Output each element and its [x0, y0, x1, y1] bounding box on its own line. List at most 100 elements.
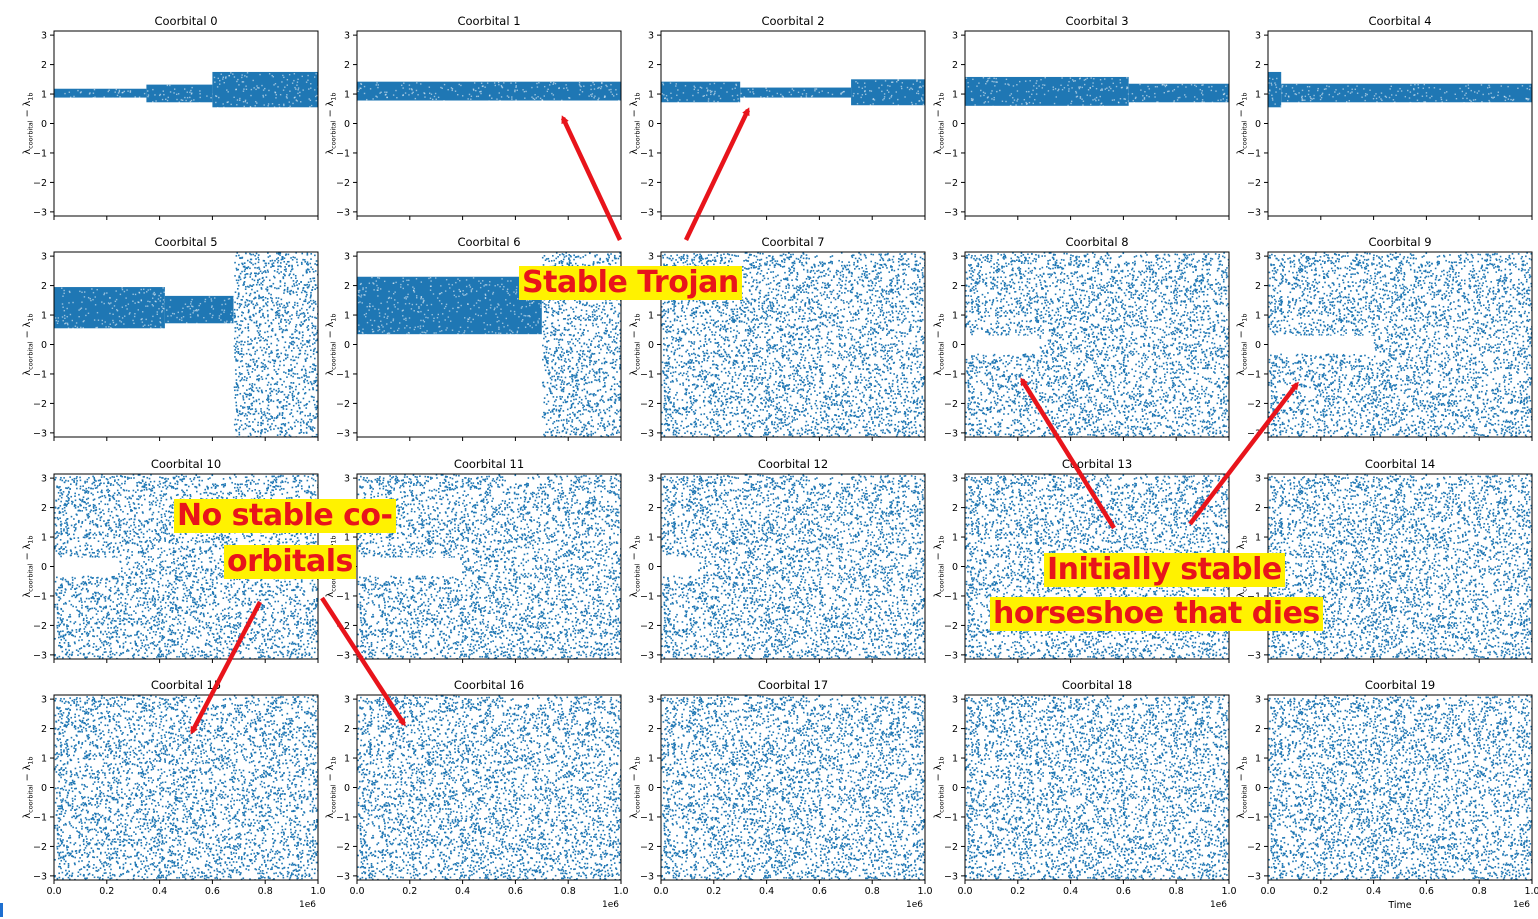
band-speckle — [308, 98, 310, 100]
band-speckle — [503, 285, 505, 288]
band-speckle — [726, 91, 728, 93]
scatter-point — [811, 280, 813, 282]
scatter-point — [619, 340, 621, 342]
band-speckle — [509, 333, 512, 335]
y-tick-label: −3 — [336, 207, 350, 218]
band-speckle — [1012, 85, 1015, 87]
scatter-point — [306, 268, 309, 270]
scatter-point — [753, 298, 755, 301]
band-speckle — [511, 96, 513, 98]
scatter-point — [579, 257, 582, 259]
band-speckle — [116, 309, 119, 312]
band-speckle — [483, 285, 485, 287]
band-speckle — [376, 82, 378, 84]
scatter-point — [285, 408, 288, 410]
scatter-point — [290, 257, 292, 259]
scatter-point — [257, 421, 260, 424]
scatter-point — [744, 328, 747, 331]
band-speckle — [134, 302, 136, 304]
band-speckle — [121, 287, 123, 289]
scatter-point — [572, 386, 575, 388]
scatter-point — [281, 336, 284, 338]
scatter-point — [615, 395, 618, 397]
band-speckle — [69, 291, 71, 294]
band-speckle — [994, 85, 996, 87]
band-speckle — [166, 309, 168, 311]
scatter-point — [311, 367, 314, 370]
band-speckle — [1156, 86, 1158, 88]
scatter-point — [566, 428, 569, 431]
scatter-point — [543, 306, 546, 308]
scatter-point — [291, 266, 293, 268]
scatter-point — [758, 267, 761, 270]
scatter-point — [281, 390, 284, 393]
band-speckle — [215, 95, 218, 98]
scatter-point — [250, 272, 253, 274]
scatter-point — [250, 403, 253, 405]
scatter-point — [615, 342, 618, 344]
scatter-point — [243, 415, 246, 417]
band-speckle — [611, 93, 614, 96]
band-speckle — [316, 94, 318, 97]
scatter-point — [550, 392, 552, 394]
band-speckle — [1043, 93, 1046, 96]
band-speckle — [522, 319, 524, 321]
scatter-point — [578, 401, 581, 403]
scatter-point — [280, 423, 283, 426]
scatter-point — [816, 301, 819, 303]
scatter-point — [285, 302, 288, 304]
scatter-point — [594, 317, 596, 320]
scatter-point — [565, 361, 567, 363]
scatter-point — [681, 420, 683, 423]
band-speckle — [1142, 99, 1144, 102]
scatter-point — [567, 318, 569, 321]
band-speckle — [289, 90, 291, 92]
scatter-point — [557, 319, 559, 322]
scatter-point — [560, 404, 563, 407]
band-speckle — [810, 95, 813, 98]
scatter-point — [236, 393, 239, 396]
scatter-point — [560, 376, 563, 378]
scatter-point — [569, 262, 571, 264]
band-speckle — [162, 307, 164, 310]
scatter-point — [609, 346, 611, 348]
scatter-point — [609, 362, 612, 365]
band-speckle — [257, 87, 259, 89]
band-speckle — [375, 280, 377, 282]
band-speckle — [677, 89, 679, 91]
scatter-point — [587, 401, 589, 404]
band-speckle — [1421, 95, 1424, 97]
scatter-point — [257, 261, 260, 264]
scatter-point — [235, 359, 237, 362]
band-speckle — [900, 85, 903, 88]
band-speckle — [1464, 94, 1466, 96]
band-speckle — [430, 93, 433, 95]
band-speckle — [1416, 99, 1419, 101]
scatter-point — [245, 362, 247, 365]
scatter-point — [556, 349, 559, 352]
scatter-point — [588, 423, 591, 425]
band-speckle — [435, 332, 437, 334]
band-speckle — [1092, 82, 1094, 84]
band-speckle — [302, 89, 304, 91]
scatter-point — [808, 276, 810, 278]
scatter-point — [727, 345, 730, 348]
band-speckle — [491, 331, 494, 333]
band-speckle — [254, 105, 256, 107]
dense-band — [357, 81, 621, 101]
band-speckle — [543, 85, 546, 88]
scatter-point — [705, 343, 708, 345]
y-tick-label: −3 — [33, 207, 47, 218]
scatter-point — [885, 316, 888, 319]
scatter-point — [919, 328, 921, 331]
band-speckle — [982, 91, 985, 94]
band-speckle — [161, 311, 163, 313]
scatter-point — [282, 277, 285, 280]
band-speckle — [452, 307, 454, 310]
scatter-point — [266, 384, 269, 386]
scatter-point — [731, 385, 734, 388]
band-speckle — [444, 290, 447, 292]
scatter-point — [277, 309, 279, 312]
scatter-point — [575, 373, 578, 375]
scatter-point — [609, 263, 612, 266]
